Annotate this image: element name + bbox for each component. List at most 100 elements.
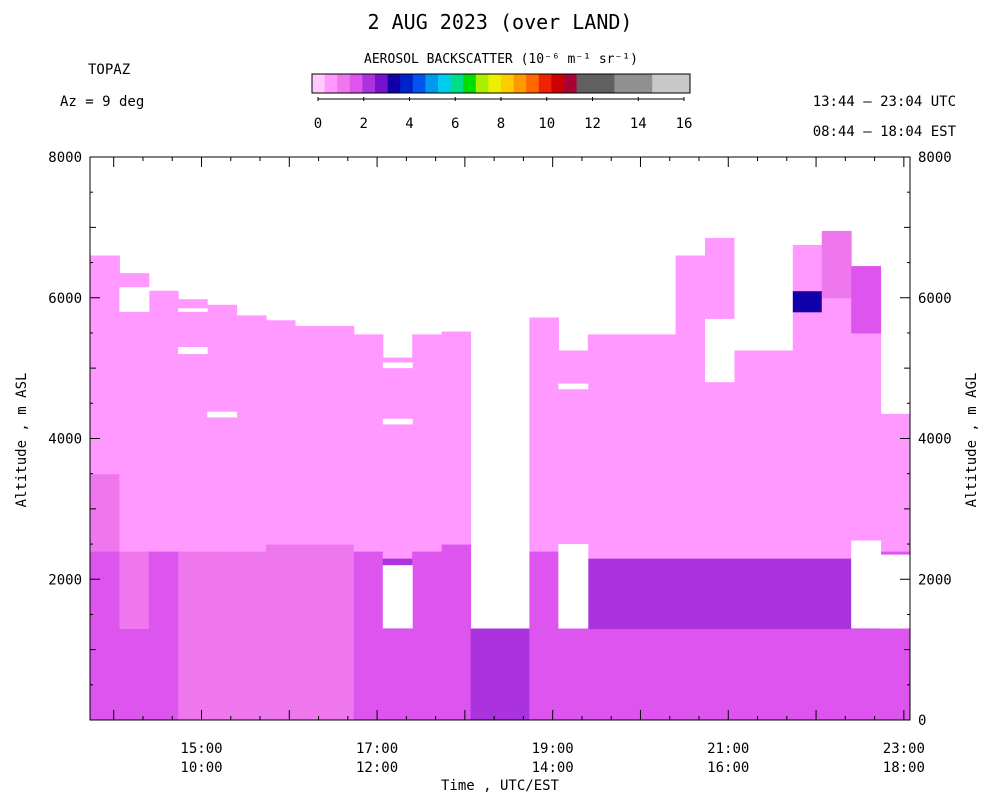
heatmap-cell-2-0 xyxy=(148,551,179,721)
heatmap-cell-21-4 xyxy=(705,237,735,320)
axes: 8000 6000 4000 2000 8000 6000 4000 2000 0 15:00 10… xyxy=(48,150,951,776)
colorbar-swatch xyxy=(412,74,426,93)
heatmap-cell-20-0 xyxy=(675,628,706,721)
colorbar-tick-label: 4 xyxy=(405,116,413,132)
colorbar-swatch xyxy=(450,74,464,93)
heatmap-cell-14-0 xyxy=(500,628,530,721)
colorbar-swatch xyxy=(601,74,615,93)
heatmap-cell-15-1 xyxy=(529,473,559,552)
heatmap-cell-6-2 xyxy=(266,320,296,496)
heatmap-cell-22-3 xyxy=(733,350,764,461)
colorbar-swatch xyxy=(589,74,603,93)
heatmap-cell-17-0 xyxy=(587,628,618,721)
heatmap-cell-5-2 xyxy=(236,315,267,489)
x-tick-label-est: 14:00 xyxy=(532,760,574,776)
heatmap-cell-15-0 xyxy=(529,551,559,721)
colorbar-swatch xyxy=(324,74,338,93)
colorbar-swatch xyxy=(526,74,540,93)
heatmap-gap-1-0 xyxy=(119,287,150,312)
y-tick-label-left: 6000 xyxy=(48,291,82,307)
colorbar-swatch xyxy=(501,74,514,93)
heatmap-cell-4-2 xyxy=(207,304,238,489)
colorbar-swatch xyxy=(513,74,527,93)
colorbar-tick-label: 10 xyxy=(538,116,555,132)
heatmap-gap-10-0 xyxy=(382,565,413,629)
heatmap-cells xyxy=(90,230,911,721)
colorbar-tick-label: 8 xyxy=(497,116,505,132)
heatmap-cell-19-2 xyxy=(646,466,677,559)
heatmap-cell-19-1 xyxy=(646,558,677,630)
colorbar-swatch xyxy=(375,74,388,93)
heatmap-gap-10-2 xyxy=(382,362,413,369)
colorbar-swatch xyxy=(627,74,640,93)
heatmap-cell-13-0 xyxy=(470,628,501,721)
heatmap-cell-25-3 xyxy=(821,297,852,461)
x-tick-label-utc: 23:00 xyxy=(883,741,925,757)
heatmap-gap-21-0 xyxy=(705,318,735,383)
x-tick-label-est: 10:00 xyxy=(180,760,222,776)
y-tick-label-right: 0 xyxy=(918,713,926,729)
est-range-label: 08:44 – 18:04 EST xyxy=(812,124,956,140)
heatmap-cell-11-1 xyxy=(412,480,443,552)
heatmap-cell-6-0 xyxy=(266,544,296,721)
heatmap-cell-19-0 xyxy=(646,628,677,721)
colorbar-swatch xyxy=(564,74,577,93)
colorbar-swatch xyxy=(664,74,678,93)
colorbar-tick-label: 16 xyxy=(676,116,693,132)
heatmap-cell-9-2 xyxy=(353,334,384,496)
heatmap-gap-10-1 xyxy=(382,418,413,425)
y-axis-label-left: Altitude , m ASL xyxy=(14,372,30,508)
heatmap-cell-18-2 xyxy=(617,466,647,559)
heatmap-cell-26-4 xyxy=(851,266,882,334)
chart-title: 2 AUG 2023 (over LAND) xyxy=(367,10,633,34)
heatmap-cell-18-1 xyxy=(617,558,647,630)
heatmap-cell-24-3 xyxy=(792,311,823,461)
heatmap-cell-22-2 xyxy=(733,459,764,559)
heatmap-cell-27-3 xyxy=(880,413,911,475)
heatmap-cell-11-2 xyxy=(412,334,443,482)
colorbar-swatch xyxy=(463,74,477,93)
heatmap-gap-16-1 xyxy=(558,383,589,390)
colorbar-swatch xyxy=(349,74,363,93)
y-tick-label-right: 6000 xyxy=(918,291,952,307)
heatmap-cell-16-2 xyxy=(558,452,589,545)
heatmap-cell-17-2 xyxy=(587,466,618,559)
heatmap-cell-8-0 xyxy=(324,544,355,721)
heatmap-cell-3-1 xyxy=(178,480,208,552)
heatmap-cell-0-0 xyxy=(90,551,120,721)
heatmap-cell-18-3 xyxy=(617,334,647,468)
heatmap-cell-0-1 xyxy=(90,473,120,552)
utc-range-label: 13:44 – 23:04 UTC xyxy=(812,94,956,110)
heatmap-cell-12-3 xyxy=(441,331,472,482)
x-tick-label-utc: 21:00 xyxy=(707,741,749,757)
heatmap-cell-19-3 xyxy=(646,334,677,468)
x-tick-label-utc: 19:00 xyxy=(532,741,574,757)
heatmap-cell-21-1 xyxy=(705,558,735,630)
heatmap-cell-12-0 xyxy=(441,628,472,721)
colorbar-swatch xyxy=(438,74,451,93)
heatmap-cell-11-0 xyxy=(412,551,443,721)
heatmap-cell-8-2 xyxy=(324,325,355,496)
heatmap-cell-26-3 xyxy=(851,332,882,482)
heatmap-cell-24-2 xyxy=(792,459,823,559)
colorbar-swatch xyxy=(400,74,414,93)
heatmap-cell-24-0 xyxy=(792,628,823,721)
y-tick-label-left: 2000 xyxy=(48,572,82,588)
heatmap-cell-27-0 xyxy=(880,628,911,721)
heatmap-cell-16-0 xyxy=(558,628,589,721)
heatmap-gap-27-0 xyxy=(880,554,911,629)
heatmap-cell-9-1 xyxy=(353,494,384,552)
heatmap-cell-17-1 xyxy=(587,558,618,630)
heatmap-cell-4-0 xyxy=(207,551,238,721)
heatmap-cell-1-2 xyxy=(119,473,150,552)
heatmap-gap-16-0 xyxy=(558,544,589,629)
heatmap-cell-20-3 xyxy=(675,339,706,461)
colorbar-frame xyxy=(311,73,691,94)
colorbar-tick-label: 0 xyxy=(314,116,322,132)
heatmap-cell-12-1 xyxy=(441,544,472,630)
heatmap-cell-25-4 xyxy=(821,230,852,299)
heatmap-cell-23-1 xyxy=(763,558,794,630)
y-tick-label-right: 4000 xyxy=(918,432,952,448)
x-tick-label-utc: 15:00 xyxy=(180,741,222,757)
